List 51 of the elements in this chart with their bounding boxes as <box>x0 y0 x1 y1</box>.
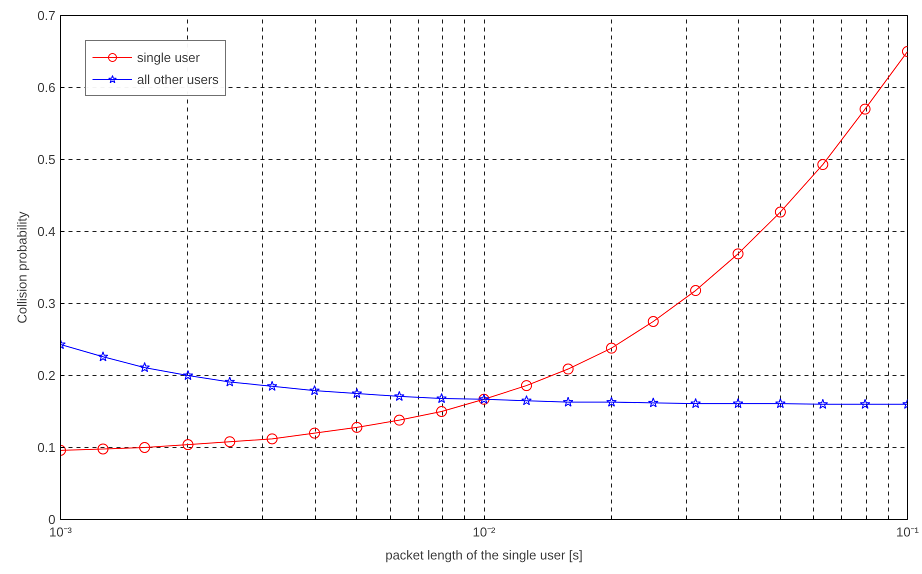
point <box>648 397 659 408</box>
point <box>309 428 320 439</box>
point <box>774 206 786 218</box>
x-tick-label: 10⁻³ <box>49 524 73 540</box>
point <box>648 316 659 327</box>
point <box>562 396 574 407</box>
point <box>98 351 108 362</box>
point <box>182 439 194 450</box>
y-tick-label: 0.6 <box>37 80 56 95</box>
point <box>224 436 236 448</box>
point <box>266 380 278 391</box>
point <box>817 159 828 170</box>
point <box>352 388 362 398</box>
point <box>818 398 828 409</box>
point <box>606 342 617 354</box>
point <box>732 398 744 408</box>
point <box>521 380 532 392</box>
x-tick-label: 10⁻² <box>472 524 496 540</box>
point <box>690 285 702 296</box>
point <box>606 396 617 407</box>
point <box>139 362 150 372</box>
point <box>139 442 150 453</box>
point <box>436 393 447 404</box>
point <box>309 385 320 396</box>
x-axis-title: packet length of the single user [s] <box>385 548 583 562</box>
x-tick-label: 10⁻¹ <box>896 524 920 540</box>
point <box>182 370 194 380</box>
y-tick-label: 0.1 <box>37 440 56 455</box>
legend-label: single user <box>137 50 200 64</box>
point <box>690 398 701 408</box>
y-tick-label: 0.3 <box>37 296 56 311</box>
y-axis-title: Collision probability <box>14 211 30 324</box>
y-tick-label: 0.2 <box>37 368 56 383</box>
point <box>732 248 744 260</box>
point <box>860 104 871 115</box>
point <box>562 364 574 375</box>
point <box>266 433 278 444</box>
point <box>224 376 236 387</box>
y-tick-label: 0.5 <box>37 152 56 167</box>
point <box>436 406 448 417</box>
point <box>98 443 109 454</box>
point <box>394 390 405 401</box>
y-tick-label: 0.7 <box>37 8 56 23</box>
point <box>775 398 786 408</box>
point <box>521 395 532 406</box>
y-tick-label: 0.4 <box>37 224 56 239</box>
y-tick-label: 0 <box>48 512 56 527</box>
point <box>860 398 870 409</box>
point <box>394 414 405 426</box>
legend-label: all other users <box>137 72 219 86</box>
point <box>351 422 362 433</box>
